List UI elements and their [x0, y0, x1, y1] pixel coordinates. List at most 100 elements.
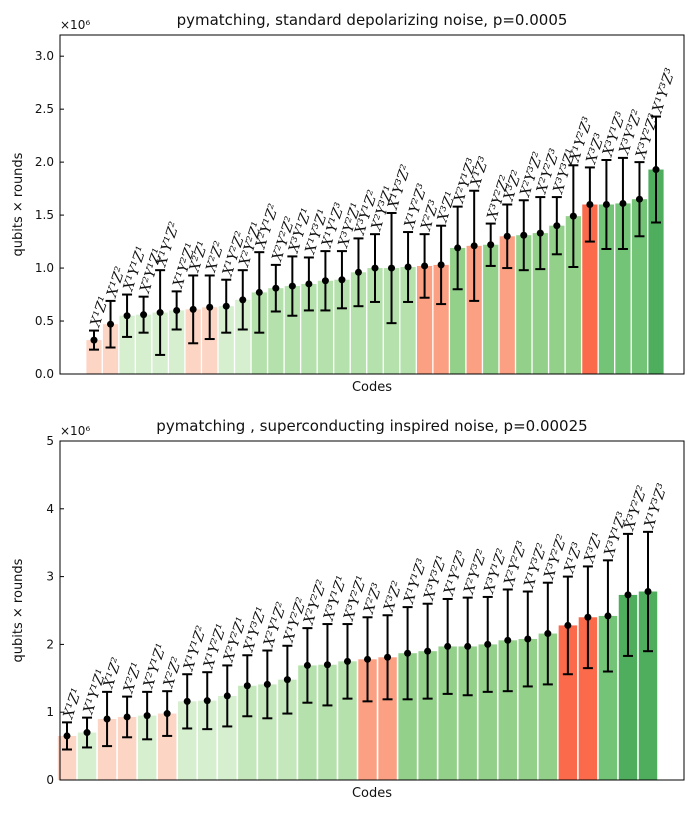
bar: [198, 700, 217, 780]
mean-point: [354, 268, 362, 276]
mean-point: [143, 712, 151, 720]
bar: [450, 247, 466, 374]
bar: [334, 279, 350, 374]
mean-point: [421, 262, 429, 270]
mean-point: [569, 212, 577, 220]
axis-multiplier: ×10⁶: [60, 18, 90, 32]
mean-point: [470, 242, 478, 250]
mean-point: [524, 635, 532, 643]
bar: [202, 307, 218, 374]
bar: [318, 664, 337, 780]
bar: [135, 314, 152, 374]
bar: [433, 264, 449, 374]
mean-point: [536, 229, 544, 237]
bar: [97, 718, 117, 780]
y-tick-label: 0.5: [35, 314, 54, 328]
mean-point: [584, 613, 592, 621]
bar: [618, 594, 638, 780]
bar: [235, 299, 251, 374]
mean-point: [189, 305, 197, 313]
code-label: X¹Y³Z³: [649, 66, 679, 116]
bar: [117, 716, 137, 780]
y-tick-label: 3: [46, 570, 54, 584]
y-tick-label: 2: [46, 637, 54, 651]
mean-point: [371, 264, 379, 272]
bar: [418, 651, 437, 780]
mean-point: [323, 661, 331, 669]
bar: [598, 615, 618, 780]
mean-point: [338, 276, 346, 284]
bar: [498, 640, 517, 780]
bar: [57, 735, 77, 780]
mean-point: [263, 680, 271, 688]
bar: [549, 225, 565, 374]
y-tick-label: 1.0: [35, 261, 54, 275]
mean-point: [140, 311, 148, 319]
bar: [218, 306, 234, 374]
mean-point: [652, 166, 660, 174]
bar: [378, 657, 397, 780]
mean-point: [183, 697, 191, 705]
mean-point: [173, 306, 181, 314]
y-tick-label: 3.0: [35, 49, 54, 63]
bar: [119, 315, 135, 374]
mean-point: [504, 636, 512, 644]
y-tick-label: 4: [46, 502, 54, 516]
mean-point: [604, 612, 612, 620]
mean-point: [484, 640, 492, 648]
bar: [284, 286, 300, 374]
bar: [499, 236, 515, 374]
bar: [137, 715, 157, 780]
mean-point: [303, 661, 311, 669]
code-label: X¹Z¹: [60, 686, 85, 721]
mean-point: [272, 284, 280, 292]
bar: [157, 713, 177, 780]
bar: [367, 268, 383, 374]
bar: [638, 591, 658, 780]
bar: [558, 625, 578, 780]
bar: [416, 265, 433, 374]
y-axis-label: qubits × rounds: [11, 558, 26, 662]
mean-point: [243, 682, 251, 690]
bar: [258, 684, 277, 780]
mean-point: [454, 244, 462, 252]
mean-point: [283, 676, 291, 684]
axis-multiplier: ×10⁶: [60, 424, 90, 438]
y-tick-label: 2.5: [35, 102, 54, 116]
mean-point: [90, 336, 98, 344]
bar: [358, 659, 377, 780]
mean-point: [203, 697, 211, 705]
bar: [218, 695, 237, 780]
plot-frame: [59, 440, 685, 781]
mean-point: [404, 263, 412, 271]
bar: [438, 646, 457, 780]
mean-point: [444, 642, 452, 650]
bar: [483, 244, 499, 374]
mean-point: [156, 309, 164, 317]
bar: [177, 701, 197, 780]
y-tick-label: 2.0: [35, 155, 54, 169]
mean-point: [424, 647, 432, 655]
bar: [578, 617, 598, 780]
plot-frame: [59, 34, 685, 375]
mean-point: [83, 729, 91, 737]
mean-point: [544, 630, 552, 638]
mean-point: [343, 657, 351, 665]
mean-point: [321, 277, 329, 285]
bar: [398, 653, 417, 780]
mean-point: [223, 692, 231, 700]
mean-point: [288, 282, 296, 290]
y-tick-label: 5: [46, 434, 54, 448]
bar: [102, 324, 119, 374]
y-tick-label: 0: [46, 773, 54, 787]
mean-point: [520, 231, 528, 239]
mean-point: [163, 710, 171, 718]
mean-point: [123, 713, 131, 721]
bar: [598, 204, 615, 374]
mean-point: [553, 222, 561, 230]
mean-point: [206, 303, 214, 311]
mean-point: [384, 653, 392, 661]
mean-point: [564, 621, 572, 629]
bar: [169, 310, 185, 374]
